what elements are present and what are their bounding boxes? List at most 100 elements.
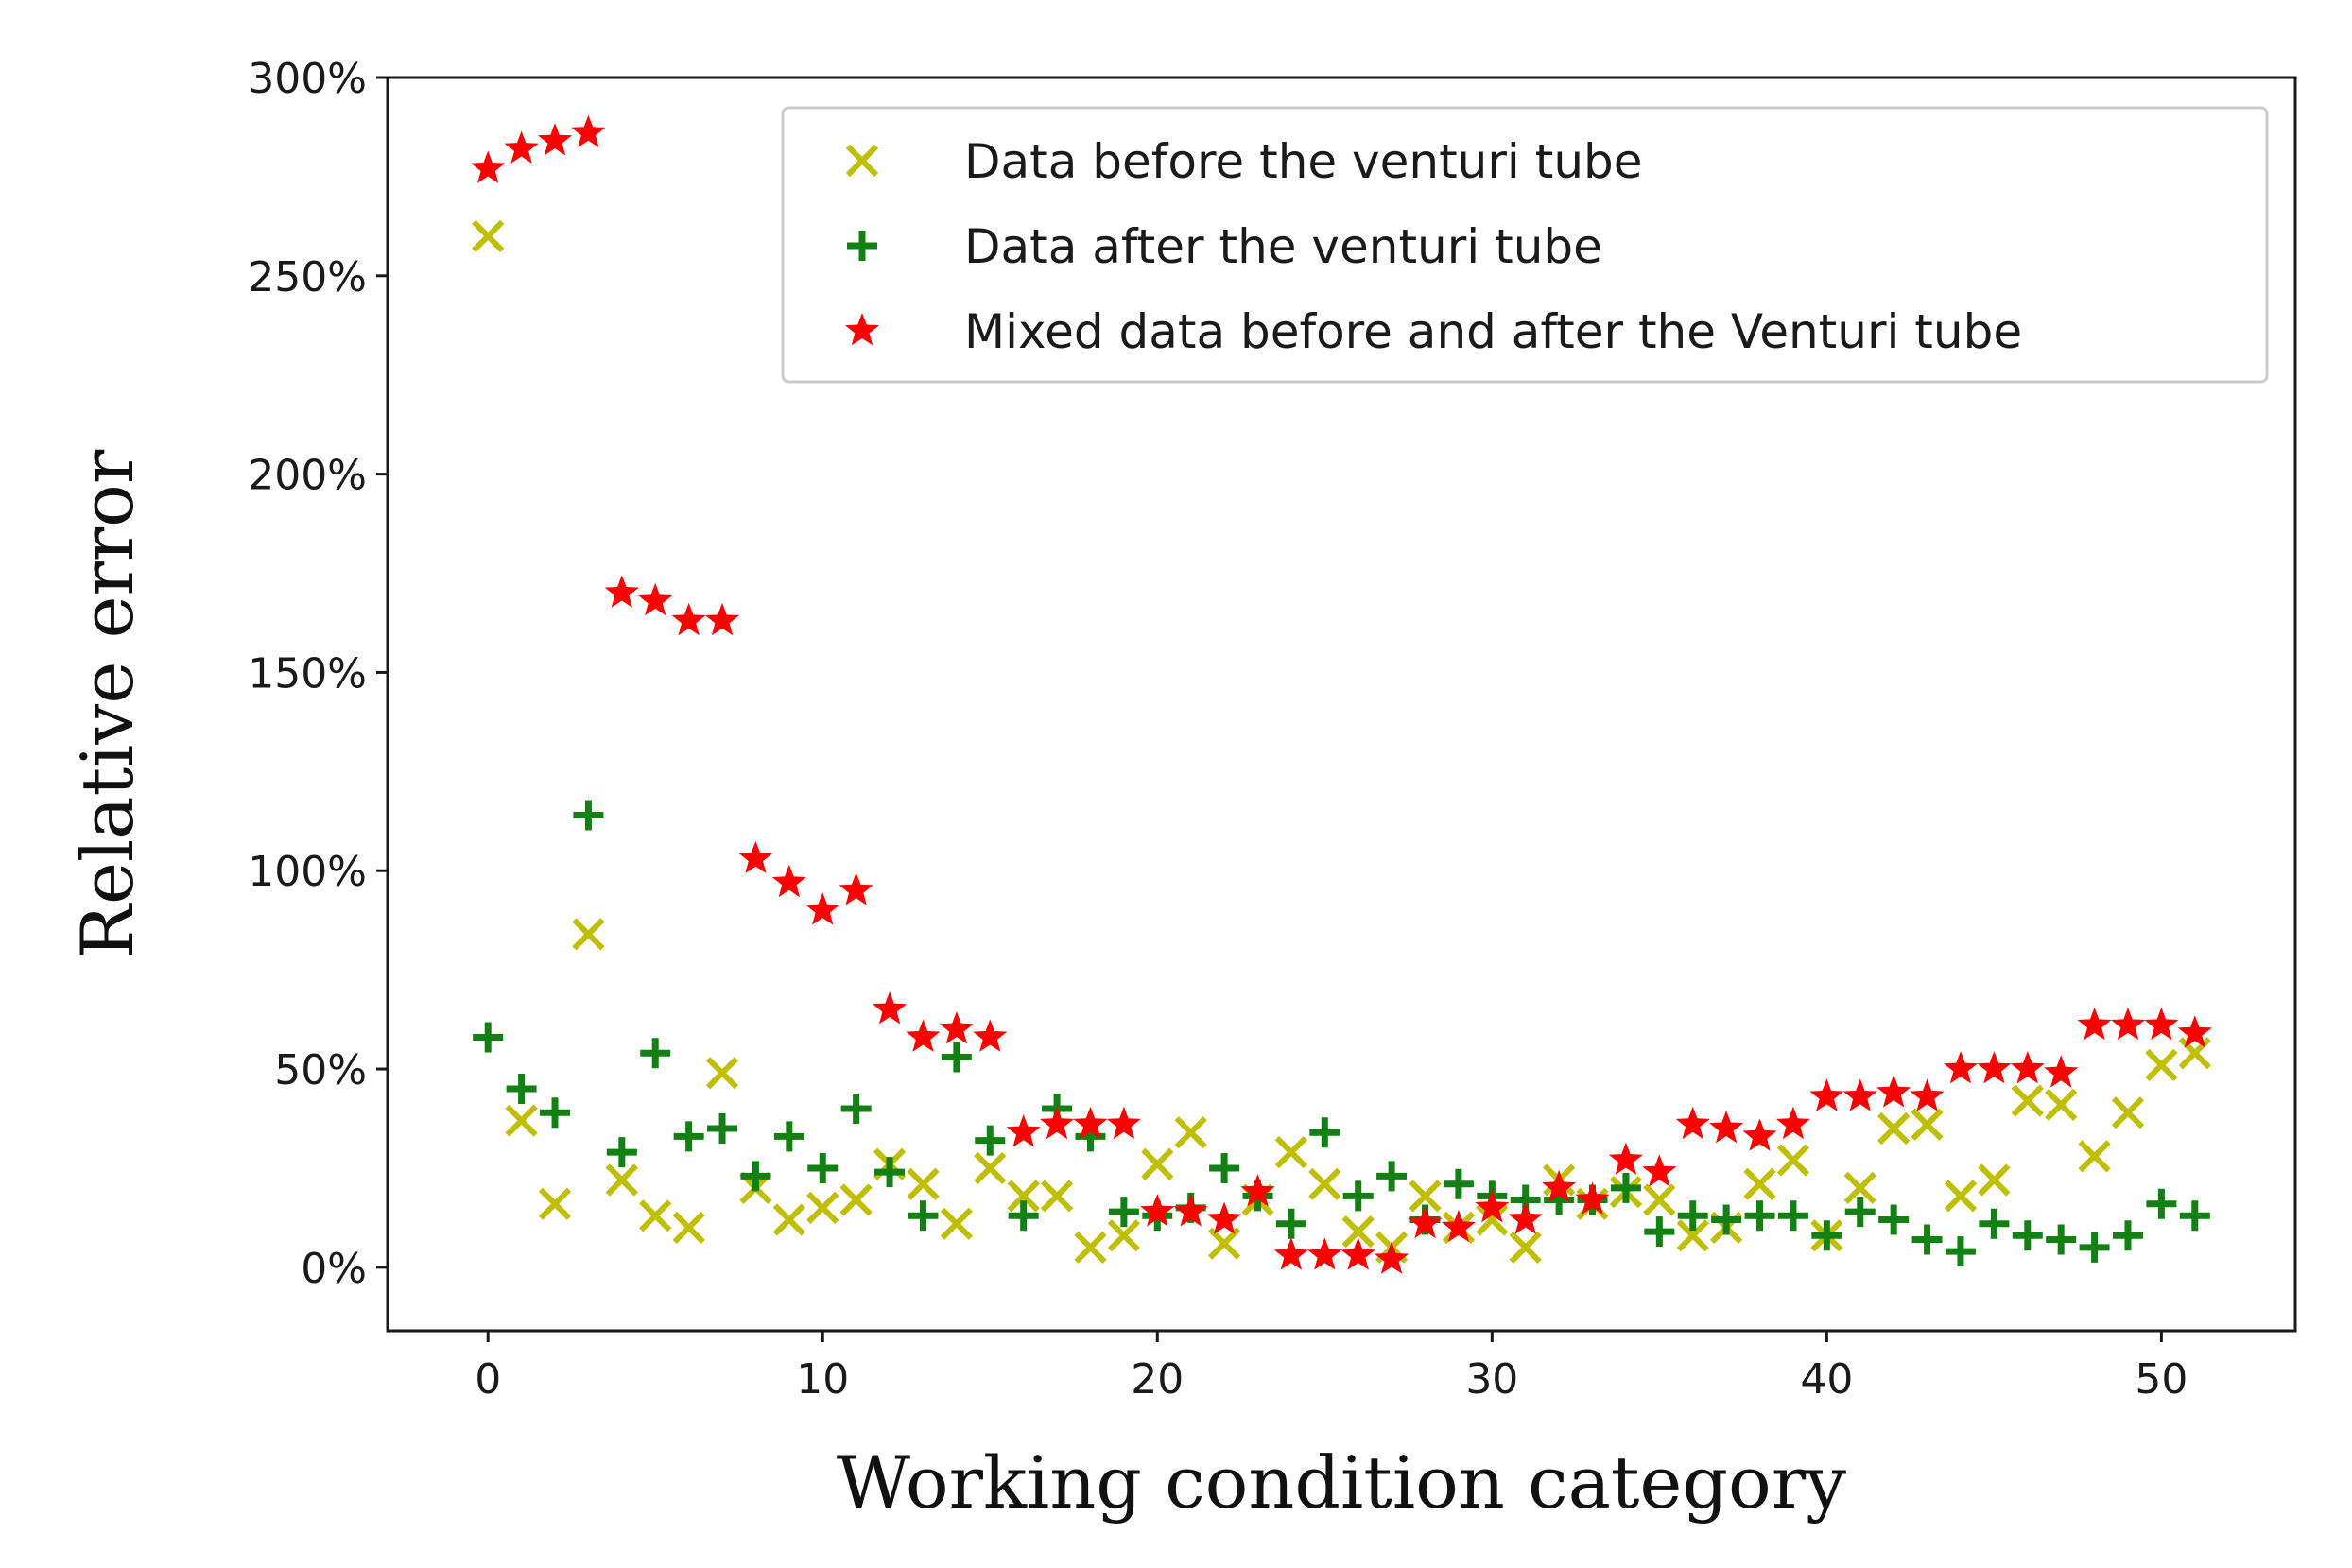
data-point bbox=[1711, 1204, 1742, 1235]
data-point bbox=[606, 1137, 637, 1168]
data-point bbox=[1140, 1194, 1175, 1227]
legend-marker bbox=[844, 313, 880, 346]
data-point bbox=[840, 1094, 872, 1125]
legend-marker bbox=[845, 144, 879, 178]
data-point bbox=[2079, 1232, 2110, 1263]
data-point bbox=[1209, 1152, 1240, 1183]
plot-frame bbox=[386, 76, 2297, 1333]
data-point bbox=[472, 219, 505, 252]
y-tick-label: 250% bbox=[248, 253, 367, 302]
data-point bbox=[1040, 1106, 1075, 1140]
data-point bbox=[1376, 1161, 1408, 1192]
data-point bbox=[807, 1152, 839, 1183]
data-point bbox=[1542, 1169, 1577, 1203]
data-point bbox=[1441, 1209, 1476, 1243]
data-point bbox=[873, 991, 908, 1025]
data-point bbox=[604, 575, 639, 608]
data-point bbox=[504, 130, 539, 164]
data-point bbox=[1709, 1111, 1744, 1144]
data-point bbox=[2110, 1007, 2146, 1041]
data-point bbox=[2146, 1188, 2177, 1219]
data-point bbox=[1174, 1116, 1207, 1149]
data-point bbox=[1775, 1106, 1810, 1140]
data-point bbox=[973, 1019, 1008, 1052]
data-point bbox=[2045, 1088, 2078, 1121]
data-point bbox=[1977, 1051, 2012, 1084]
legend-box bbox=[781, 106, 2269, 384]
data-point bbox=[573, 800, 604, 831]
data-point bbox=[1675, 1106, 1710, 1140]
data-point bbox=[1910, 1078, 1945, 1111]
data-point bbox=[773, 1121, 804, 1152]
legend-label: Data before the venturi tube bbox=[964, 134, 1643, 189]
data-point bbox=[1943, 1051, 1978, 1084]
data-point bbox=[538, 1187, 572, 1220]
x-tick-label: 50 bbox=[2135, 1355, 2188, 1404]
y-tick-label: 300% bbox=[248, 55, 367, 103]
data-point bbox=[940, 1207, 973, 1240]
data-point bbox=[1006, 1114, 1041, 1147]
data-point bbox=[1911, 1224, 1943, 1255]
data-point bbox=[908, 1200, 939, 1232]
y-tick-label: 100% bbox=[248, 848, 367, 896]
data-point bbox=[805, 892, 840, 925]
data-point bbox=[1509, 1231, 1542, 1265]
data-point bbox=[2177, 1015, 2212, 1048]
data-point bbox=[1475, 1189, 1510, 1223]
data-point bbox=[473, 1022, 504, 1053]
data-point bbox=[1945, 1236, 1976, 1267]
data-point bbox=[1644, 1216, 1675, 1248]
data-point bbox=[1911, 1108, 1944, 1141]
data-point bbox=[738, 840, 773, 873]
data-point bbox=[1844, 1197, 1876, 1228]
data-point bbox=[771, 864, 806, 898]
data-point bbox=[1677, 1200, 1708, 1232]
data-point bbox=[572, 918, 605, 951]
data-point bbox=[1008, 1200, 1039, 1232]
data-point bbox=[471, 150, 506, 183]
data-point bbox=[1340, 1237, 1375, 1270]
data-point bbox=[1308, 1167, 1341, 1200]
data-point bbox=[1743, 1167, 1776, 1200]
data-point bbox=[1240, 1174, 1275, 1207]
data-point bbox=[1141, 1147, 1174, 1180]
data-point bbox=[1978, 1163, 2011, 1197]
data-point bbox=[2046, 1224, 2077, 1255]
data-point bbox=[2179, 1200, 2210, 1232]
data-point bbox=[672, 1211, 705, 1245]
data-point bbox=[1108, 1197, 1139, 1228]
y-tick-label: 0% bbox=[301, 1245, 367, 1293]
data-point bbox=[1409, 1180, 1442, 1213]
series-* bbox=[471, 114, 2212, 1274]
data-point bbox=[1979, 1208, 2010, 1239]
data-point bbox=[639, 1199, 672, 1232]
data-point bbox=[1811, 1220, 1842, 1251]
data-point bbox=[1676, 1219, 1709, 1252]
series-+ bbox=[473, 800, 2210, 1267]
data-point bbox=[605, 1163, 638, 1197]
legend-label: Mixed data before and after the Venturi … bbox=[964, 304, 2022, 359]
data-point bbox=[638, 582, 673, 616]
data-point bbox=[1476, 1203, 1509, 1236]
data-point bbox=[1207, 1227, 1241, 1260]
data-point bbox=[1074, 1231, 1107, 1265]
data-point bbox=[1040, 1180, 1074, 1213]
data-point bbox=[1877, 1111, 1911, 1146]
data-point bbox=[671, 602, 706, 636]
data-point bbox=[1744, 1200, 1775, 1232]
y-axis: 0% 50% 100% 150% 200% 250% 300% bbox=[248, 55, 388, 1293]
data-point bbox=[1878, 1204, 1910, 1235]
data-point bbox=[874, 1157, 906, 1188]
data-point bbox=[1608, 1142, 1643, 1175]
data-point bbox=[1007, 1180, 1040, 1213]
data-point bbox=[2011, 1084, 2044, 1117]
data-point bbox=[1843, 1171, 1876, 1205]
data-point bbox=[1309, 1117, 1340, 1148]
data-point bbox=[1876, 1075, 1911, 1108]
data-point bbox=[941, 1042, 972, 1073]
data-point bbox=[640, 1038, 671, 1069]
data-point bbox=[1307, 1237, 1342, 1270]
data-point bbox=[1443, 1168, 1474, 1199]
data-point bbox=[2077, 1007, 2112, 1041]
data-point bbox=[506, 1074, 537, 1105]
